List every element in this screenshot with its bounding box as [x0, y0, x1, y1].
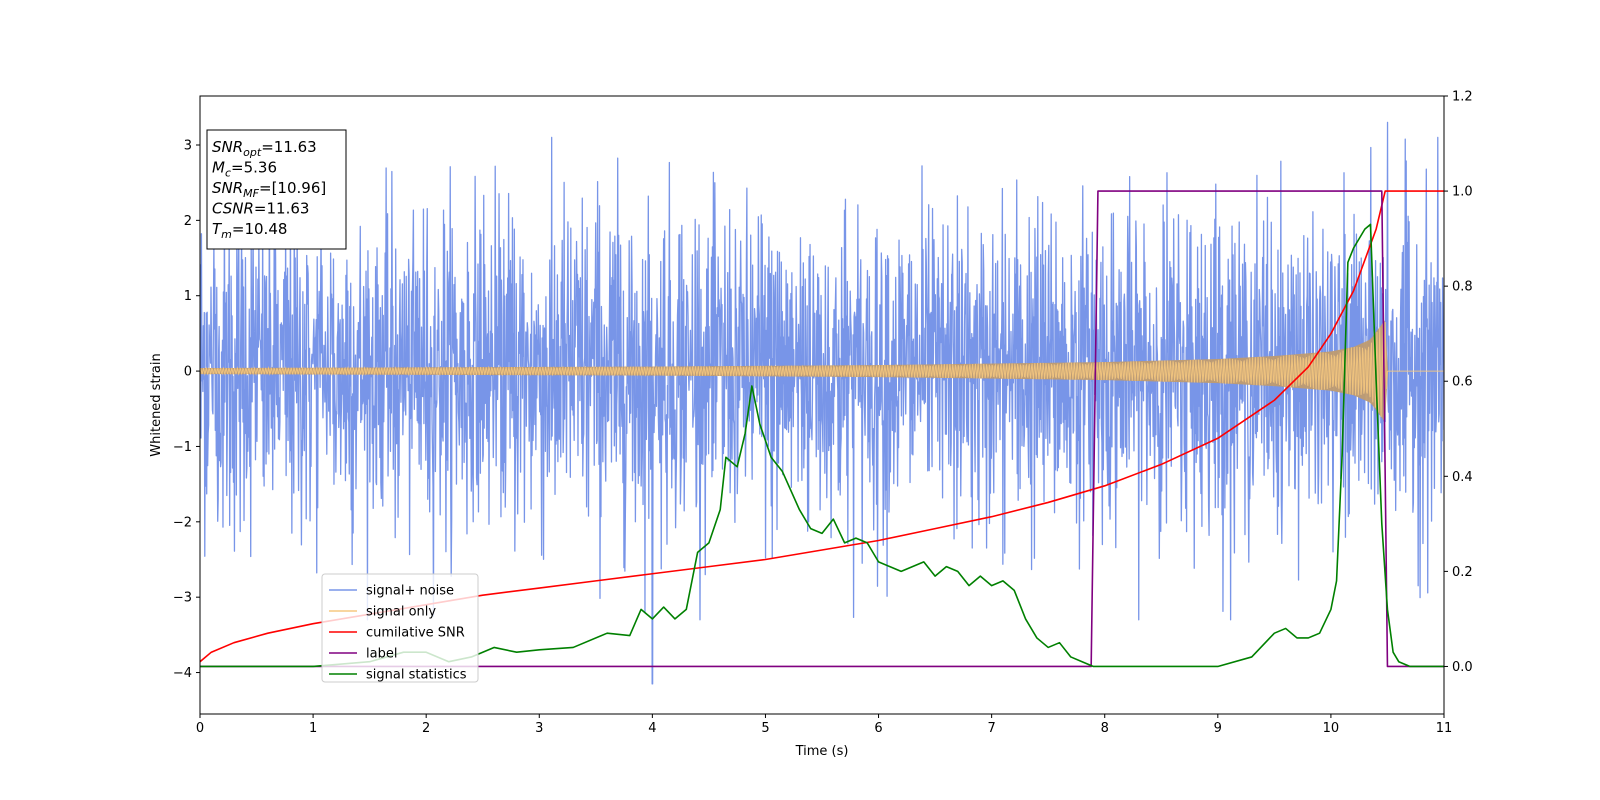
- info-box-frame: [206, 129, 347, 250]
- y2-tick-label: 0.2: [1452, 565, 1473, 580]
- info-symbol: T: [212, 220, 223, 238]
- info-line: Mc=5.36: [212, 159, 277, 180]
- y2-tick-label: 1.0: [1452, 185, 1473, 200]
- y2-tick-label: 0.0: [1452, 660, 1473, 675]
- info-box-lines: SNRopt=11.63Mc=5.36SNRMF=[10.96]CSNR=11.…: [212, 138, 326, 241]
- legend-items: signal+ noise signal only cumilative SNR la…: [329, 584, 467, 683]
- info-value: =[10.96]: [259, 179, 326, 197]
- x-tick-label: 10: [1323, 721, 1340, 736]
- legend-label: signal+ noise: [366, 584, 454, 599]
- x-tick-label: 5: [761, 721, 769, 736]
- x-tick-label: 6: [874, 721, 882, 736]
- x-axis-label: Time (s): [795, 744, 849, 759]
- info-symbol: SNR: [212, 138, 243, 156]
- info-subscript: opt: [243, 146, 262, 159]
- y-tick-label: 0: [184, 365, 192, 380]
- info-line: CSNR=11.63: [212, 200, 309, 218]
- info-subscript: m: [221, 228, 232, 241]
- y2-tick-label: 0.8: [1452, 280, 1473, 295]
- x-tick-label: 8: [1101, 721, 1109, 736]
- y-axis-label: Whitened strain: [149, 353, 164, 456]
- legend-label: label: [366, 647, 397, 662]
- x-tick-label: 11: [1436, 721, 1453, 736]
- info-subscript: c: [225, 167, 231, 180]
- legend-label: cumilative SNR: [366, 626, 465, 641]
- info-box: SNRopt=11.63Mc=5.36SNRMF=[10.96]CSNR=11.…: [206, 129, 347, 250]
- info-value: =11.63: [261, 138, 317, 156]
- x-tick-label: 1: [309, 721, 317, 736]
- axes: 0 1 2 3 4 5 6 7 8 9 10 113210−1−2−3−41.21.00.80.60.…: [173, 90, 1473, 737]
- info-line: SNRMF=[10.96]: [212, 179, 326, 200]
- x-tick-label: 2: [422, 721, 430, 736]
- info-line: Tm=10.48: [212, 220, 287, 241]
- info-subscript: MF: [243, 187, 259, 200]
- x-tick-label: 7: [987, 721, 995, 736]
- info-line: SNRopt=11.63: [212, 138, 317, 159]
- y-tick-label: 3: [184, 138, 192, 153]
- y-tick-label: 1: [184, 289, 192, 304]
- x-tick-label: 9: [1214, 721, 1222, 736]
- series-signal-only: [200, 322, 1444, 421]
- y-tick-label: −4: [173, 666, 192, 681]
- y2-tick-label: 1.2: [1452, 90, 1473, 105]
- info-value: =5.36: [231, 159, 277, 177]
- legend-label: signal statistics: [366, 668, 467, 683]
- info-symbol: M: [212, 159, 225, 177]
- y-tick-label: 2: [184, 214, 192, 229]
- legend-label: signal only: [366, 605, 436, 620]
- y2-tick-label: 0.6: [1452, 375, 1473, 390]
- legend-frame: [321, 573, 479, 683]
- y2-tick-label: 0.4: [1452, 470, 1473, 485]
- y-tick-label: −3: [173, 591, 192, 606]
- series-signal-statistics: [200, 223, 1444, 668]
- x-tick-label: 0: [196, 721, 204, 736]
- info-value: =11.63: [254, 200, 310, 218]
- plot-frame: [199, 95, 1445, 715]
- y-tick-label: −1: [173, 440, 192, 455]
- info-symbol: CSNR: [212, 200, 254, 218]
- info-symbol: SNR: [212, 179, 243, 197]
- x-tick-label: 3: [535, 721, 543, 736]
- legend: signal+ noise signal only cumilative SNR la…: [321, 573, 479, 683]
- y-tick-label: −2: [173, 515, 192, 530]
- info-value: =10.48: [232, 220, 288, 238]
- x-tick-label: 4: [648, 721, 656, 736]
- series-label: [200, 190, 1444, 668]
